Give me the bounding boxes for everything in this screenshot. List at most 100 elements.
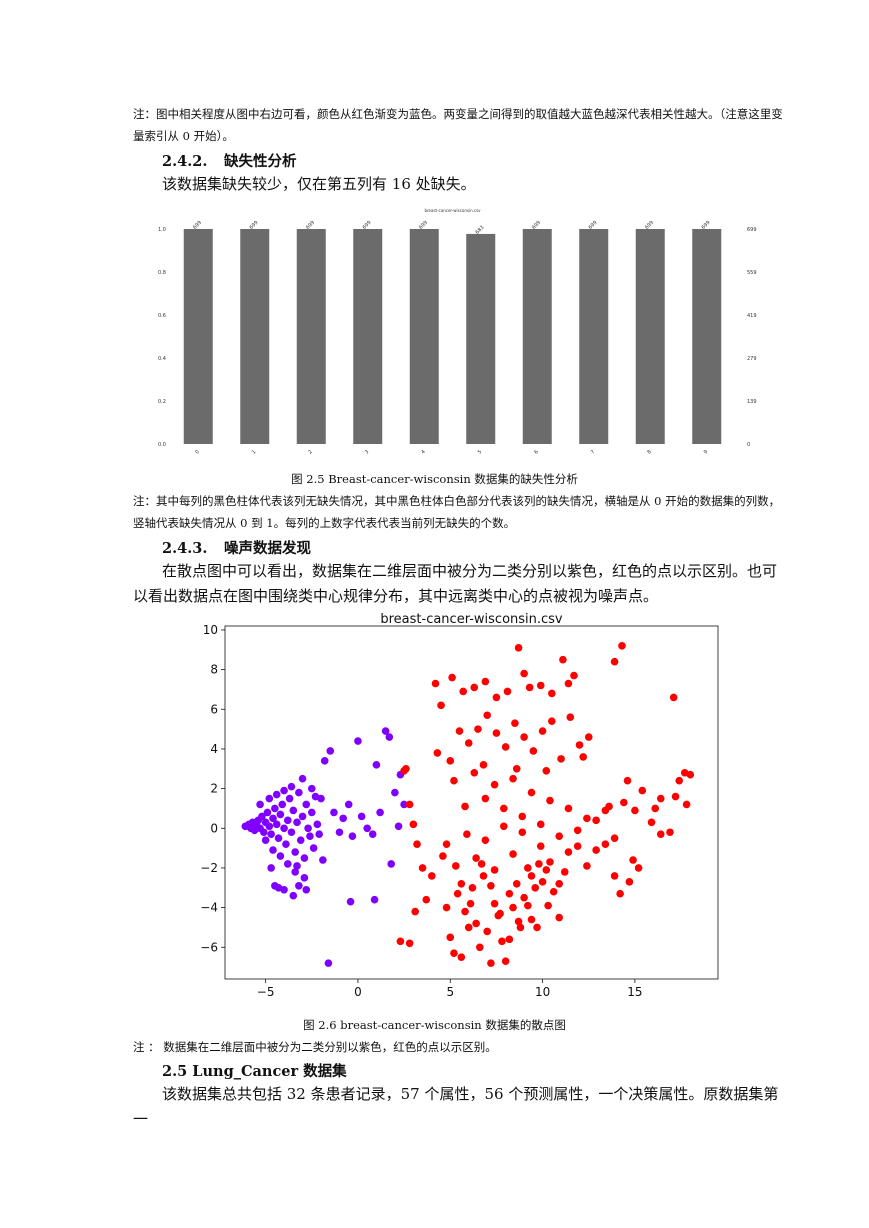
- section-heading-2-4-3: 2.4.3. 噪声数据发现: [162, 537, 311, 558]
- y-tick-label: −2: [200, 861, 218, 875]
- red-point: [549, 887, 558, 896]
- red-point: [511, 719, 519, 727]
- x-tick-label: 6: [533, 449, 539, 455]
- purple-point: [272, 820, 281, 829]
- right-tick-label: 0: [747, 442, 750, 448]
- x-tick-label: 2: [307, 449, 313, 455]
- purple-point: [274, 834, 283, 842]
- red-point: [623, 776, 632, 785]
- purple-point: [387, 860, 395, 868]
- red-point: [671, 792, 680, 801]
- purple-point: [291, 868, 299, 876]
- red-point: [555, 832, 564, 841]
- bar-count-label: 699: [362, 220, 373, 231]
- purple-point: [357, 812, 366, 821]
- red-point: [555, 880, 564, 888]
- red-point: [651, 804, 660, 813]
- red-point: [584, 733, 593, 741]
- purple-point: [287, 828, 296, 837]
- section-title: 噪声数据发现: [224, 540, 311, 557]
- red-point: [505, 889, 514, 898]
- red-point: [555, 913, 564, 922]
- red-point: [583, 814, 591, 823]
- purple-point: [368, 830, 377, 839]
- red-point: [631, 806, 639, 815]
- purple-point: [295, 788, 303, 797]
- purple-point: [267, 864, 275, 872]
- purple-point: [271, 804, 279, 813]
- y-tick-label: 0.2: [158, 399, 166, 405]
- red-point: [542, 866, 551, 874]
- red-point: [446, 933, 455, 942]
- red-point: [638, 786, 647, 795]
- red-point: [548, 689, 556, 698]
- red-point: [470, 683, 479, 692]
- purple-point: [309, 844, 318, 852]
- purple-point: [289, 806, 298, 815]
- bar: [466, 233, 496, 444]
- x-tick-label: 0: [354, 985, 362, 999]
- purple-point: [280, 824, 288, 833]
- scatter-title: breast-cancer-wisconsin.csv: [380, 612, 563, 627]
- red-point: [411, 907, 419, 916]
- x-tick-label: 10: [535, 985, 550, 999]
- red-point: [525, 683, 534, 692]
- red-point: [680, 768, 689, 777]
- red-point: [634, 864, 643, 872]
- purple-point: [344, 800, 353, 809]
- purple-point: [267, 830, 275, 839]
- caption-text: Breast-cancer-wisconsin 数据集的缺失性分析: [328, 472, 578, 486]
- purple-point: [263, 808, 272, 817]
- red-point: [463, 830, 471, 839]
- red-point: [524, 864, 532, 872]
- purple-point: [307, 808, 316, 817]
- red-point: [477, 860, 486, 868]
- red-point: [505, 935, 514, 944]
- red-point: [452, 862, 460, 870]
- purple-point: [259, 828, 268, 837]
- bar-count-label: 699: [701, 220, 712, 231]
- red-point: [481, 794, 490, 803]
- paragraph-noise: 在散点图中可以看出，数据集在二维层面中被分为二类分别以紫色，红色的点以示区别。也…: [133, 562, 778, 605]
- purple-point: [326, 747, 335, 755]
- red-point: [459, 687, 467, 696]
- bar: [183, 229, 213, 444]
- purple-point: [330, 808, 338, 817]
- purple-point: [283, 860, 292, 868]
- red-point: [610, 872, 619, 880]
- x-tick-label: 15: [627, 985, 642, 999]
- purple-point: [282, 840, 290, 848]
- y-tick-label: 0.0: [158, 442, 166, 448]
- red-point: [490, 866, 499, 874]
- right-tick-label: 279: [747, 356, 757, 362]
- red-point: [437, 701, 445, 710]
- bar: [353, 229, 383, 444]
- caption-prefix: 图 2.5: [291, 472, 325, 486]
- x-tick-label: −5: [257, 985, 275, 999]
- red-point: [461, 802, 469, 811]
- red-point: [431, 679, 440, 688]
- purple-point: [278, 800, 287, 809]
- red-point: [413, 840, 421, 848]
- y-tick-label: 6: [210, 702, 218, 716]
- purple-point: [287, 782, 296, 791]
- red-point: [605, 802, 613, 811]
- red-point: [514, 644, 523, 652]
- red-point: [418, 864, 427, 872]
- red-point: [536, 842, 545, 850]
- purple-point: [317, 794, 325, 803]
- section-title: Lung_Cancer 数据集: [192, 1063, 347, 1080]
- chart-title: breast-cancer-wisconsin.csv: [424, 208, 481, 213]
- purple-point: [335, 828, 344, 837]
- bar-count-label: 683: [475, 225, 486, 236]
- red-point: [503, 687, 512, 696]
- right-tick-label: 419: [747, 313, 757, 319]
- red-point: [542, 766, 551, 775]
- purple-point: [381, 727, 390, 735]
- y-tick-label: 10: [203, 623, 218, 637]
- red-point: [548, 717, 556, 725]
- red-point: [529, 747, 538, 755]
- bar-count-label: 699: [531, 220, 542, 231]
- red-point: [560, 868, 569, 876]
- red-point: [682, 800, 691, 809]
